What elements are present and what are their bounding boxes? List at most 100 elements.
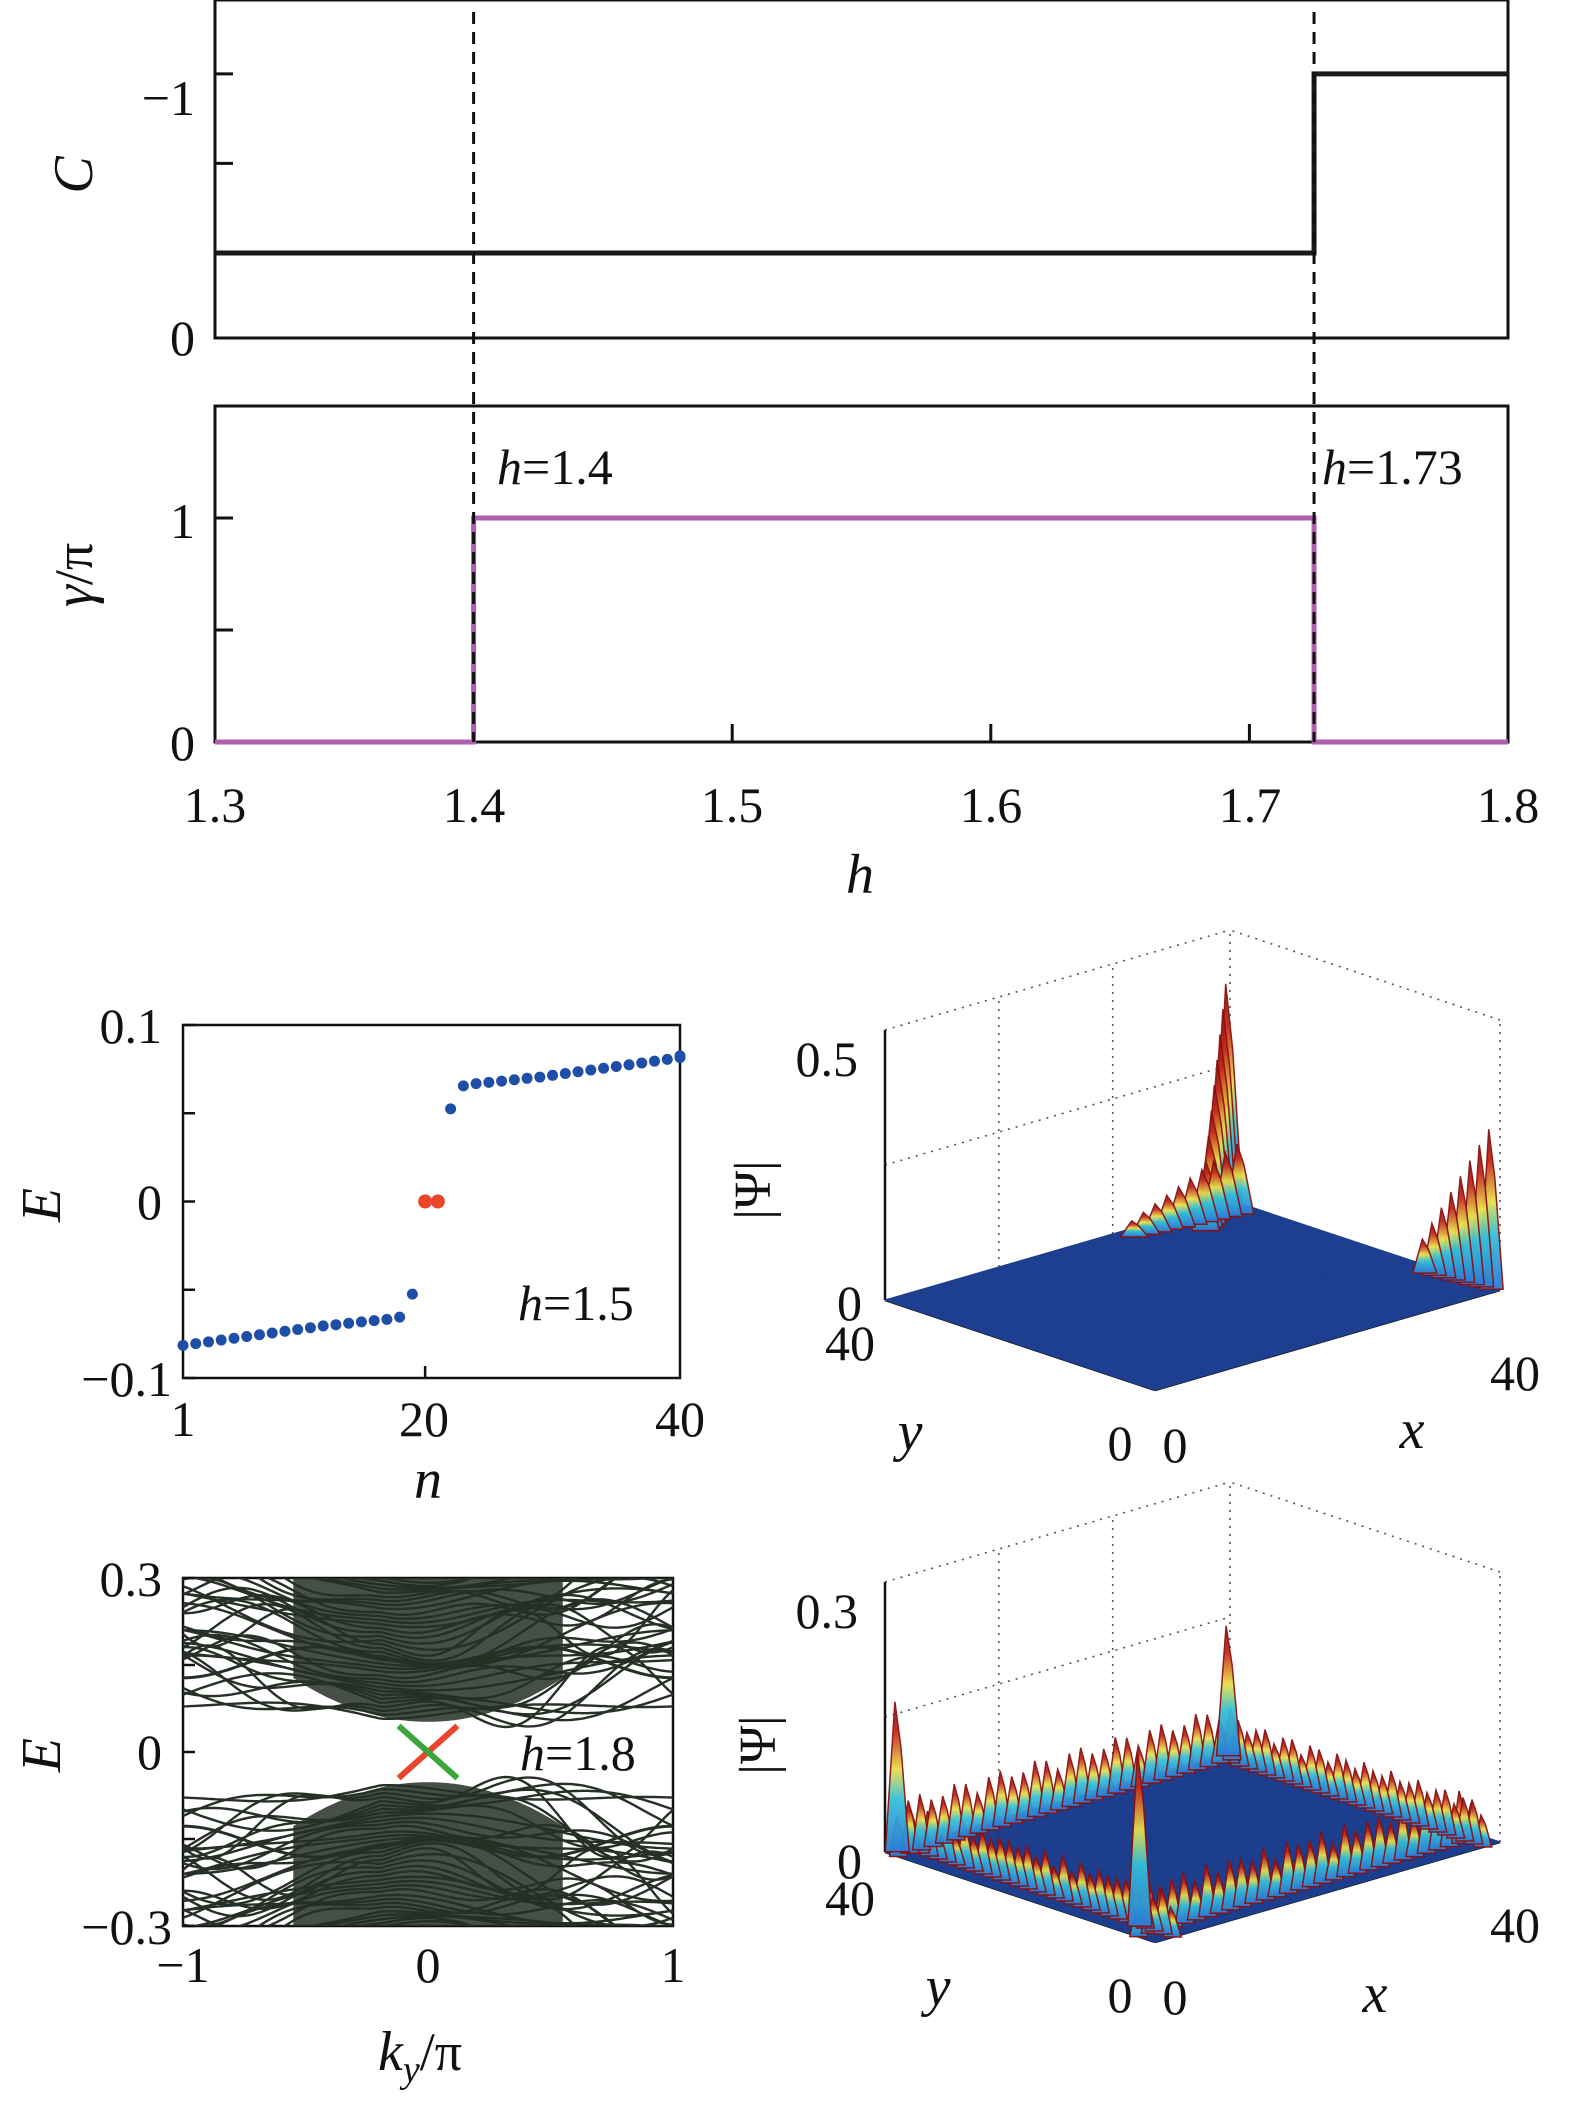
surface-mesh-line [1117,1231,1389,1324]
surface-mesh-line [1083,1241,1354,1334]
chern-panel: −1 0 C [43,0,1510,366]
wave15-panel: 0.5 0 |Ψ| 40 0 0 40 y x [725,929,1540,1473]
band-line-upper [183,1501,673,1569]
spectrum-point-edge [418,1194,433,1209]
bands-xtick-minus1: −1 [156,1937,209,1993]
spectrum-point-bulk [202,1336,214,1348]
annotation-h-1.73: h=1.73 [1322,439,1463,495]
band-line-upper [183,1530,673,1573]
wave18-panel: 0.3 0 |Ψ| 40 0 0 40 y x [730,1481,1540,2025]
spectrum-ytick-0: 0 [137,1174,162,1230]
berry-ylabel-pi: /π [44,543,104,585]
surface-mesh-line [1019,1244,1366,1346]
surface-mesh-line [1152,1221,1423,1314]
surface-mesh-line [999,1237,1345,1339]
surface-peak [1411,1237,1438,1274]
berry-line [215,515,1508,745]
spectrum-point-bulk [610,1060,622,1072]
surface-mesh-line [1109,1234,1380,1326]
bands-xtick-1: 1 [661,1937,686,1993]
spectrum-point-bulk [661,1053,673,1065]
spectrum-point-bulk [304,1322,316,1334]
spectrum-point-bulk [317,1320,329,1332]
spectrum-point-bulk [496,1075,508,1087]
spectrum-ytick-minus0.1: −0.1 [81,1351,172,1407]
box-dotted-grid [884,1064,1231,1166]
band-core-fill [293,1782,563,1926]
bands-ytick-minus0.3: −0.3 [81,1899,172,1955]
spectrum-point-bulk [445,1103,457,1115]
spectrum-point-bulk [355,1316,367,1328]
spectrum-point-bulk [636,1057,648,1069]
spectrum-point-edge [430,1194,445,1209]
wave15-xlabel: x [1399,1399,1425,1461]
spectrum-point-bulk [177,1339,189,1351]
spectrum-point-bulk [330,1319,342,1331]
surface-mesh-line [965,1226,1312,1328]
box-dotted-edge [1229,929,1501,1021]
surface-mesh-line [1212,1204,1483,1296]
wave18-ztick-0: 0 [837,1833,862,1889]
spectrum-point-bulk [406,1288,418,1300]
spectrum-point-bulk [649,1055,661,1067]
surface-peak [884,1701,911,1853]
spectrum-point-bulk [253,1329,265,1341]
berry-xtick-1.5: 1.5 [701,777,764,833]
spectrum-xlabel: n [414,1449,442,1511]
spectrum-xtick-1: 1 [171,1391,196,1447]
transition-lines [472,12,1316,742]
bands-panel: 0.3 0 −0.3 −1 0 1 ky/π E h=1.8 [11,1501,686,2091]
spectrum-point-bulk [215,1334,227,1346]
surface-mesh-line [992,1235,1339,1337]
surface-mesh-line [1143,1224,1414,1316]
wave18-ytick-0: 0 [1108,1967,1133,2023]
berry-xtick-1.4: 1.4 [443,777,506,833]
wave15-xtick-0: 0 [1163,1417,1188,1473]
bands-xlabel: ky/π [378,2021,462,2091]
box-dotted-edge [884,929,1231,1031]
chern-ytick-minus1: −1 [142,70,195,126]
bands-xtick-0: 0 [416,1937,441,1993]
surface-mesh-line [1195,1209,1466,1301]
edge-state-lines [396,1723,460,1781]
wave15-ytick-0: 0 [1108,1415,1133,1471]
chern-ylabel: C [43,156,105,194]
surface-mesh-line [1178,1214,1449,1306]
spectrum-point-bulk [470,1078,482,1090]
band-line-upper [378,1578,478,1584]
surface-peak [1215,1625,1242,1757]
berry-x-tick-labels: 1.3 1.4 1.5 1.6 1.7 1.8 [184,777,1540,833]
spectrum-point-bulk [457,1080,469,1092]
spectrum-point-bulk [572,1066,584,1078]
surface-mesh-line [932,1215,1278,1317]
spectrum-xtick-40: 40 [655,1391,705,1447]
spectrum-point-bulk [559,1068,571,1080]
berry-axes-frame [213,404,1510,744]
surface-mesh-line [1126,1229,1397,1321]
box-dotted-edge [884,1481,1231,1583]
band-line-upper [183,1528,673,1564]
berry-ytick-1: 1 [170,493,195,549]
berry-xtick-1.7: 1.7 [1219,777,1282,833]
surface-mesh-line [986,1233,1332,1335]
bands-ticks [183,1576,195,1928]
bands-ytick-0: 0 [137,1724,162,1780]
surface-mesh-line [1091,1239,1363,1331]
berry-ylabel: γ/π [43,543,105,607]
spectrum-ytick-0.1: 0.1 [100,998,163,1054]
surface-mesh-line [945,1219,1291,1321]
chern-axes-frame [213,0,1510,340]
spectrum-point-bulk [598,1062,610,1074]
surface-mesh-line [952,1221,1298,1324]
berry-xtick-1.8: 1.8 [1477,777,1540,833]
spectrum-point-bulk [547,1069,559,1081]
wave15-ylabel: y [893,1401,923,1463]
surface-mesh-line [1160,1219,1432,1311]
spectrum-point-bulk [292,1323,304,1335]
surface-mesh-line [1186,1211,1458,1304]
wave15-zlabel: |Ψ| [725,1160,782,1219]
band-line-upper [401,1578,443,1580]
spectrum-point-bulk [394,1311,406,1323]
surface-mesh-line [1006,1239,1352,1342]
spectrum-annotation: h=1.5 [518,1275,634,1331]
